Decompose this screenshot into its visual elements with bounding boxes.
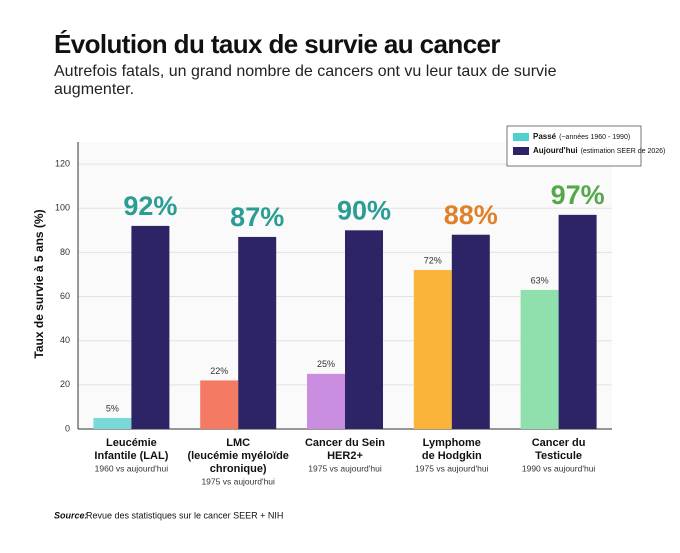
bar (200, 380, 239, 429)
x-tick-label: Cancer du (532, 437, 586, 449)
value-label: 63% (531, 275, 549, 285)
bar (131, 225, 170, 429)
legend-name: Passé (533, 132, 557, 141)
bar (520, 289, 559, 429)
x-tick-label: chronique) (210, 463, 267, 475)
value-label: 92% (123, 191, 177, 221)
bar (345, 230, 383, 429)
legend-note: (~années 1960 - 1990) (559, 134, 630, 141)
value-label: 97% (551, 180, 605, 210)
category-note: 1975 vs aujourd'hui (308, 463, 382, 473)
chart-title: Évolution du taux de survie au cancer (54, 29, 500, 59)
bar (558, 214, 597, 429)
bar (238, 236, 277, 429)
category-note: 1960 vs aujourd'hui (95, 463, 169, 473)
x-tick-label: de Hodgkin (422, 450, 482, 462)
subtitle: Autrefois fatals, un grand nombre de can… (54, 63, 557, 80)
x-tick-label: Testicule (535, 450, 582, 462)
legend-swatch (513, 147, 529, 155)
y-tick-label: 0 (65, 423, 70, 433)
value-label: 90% (337, 195, 391, 225)
legend-note: (estimation SEER de 2026) (581, 148, 666, 155)
y-tick-label: 120 (55, 158, 70, 168)
bar (451, 234, 490, 429)
legend-swatch (513, 133, 529, 141)
value-label: 22% (210, 366, 228, 376)
value-label: 5% (106, 403, 119, 413)
y-tick-label: 80 (60, 247, 70, 257)
value-label: 25% (317, 359, 335, 369)
x-tick-label: Infantile (LAL) (94, 450, 168, 462)
legend-label: Aujourd'hui (estimation SEER de 2026) (533, 146, 665, 155)
legend-name: Aujourd'hui (533, 146, 578, 155)
x-tick-label: Leucémie (106, 437, 157, 449)
y-tick-label: 20 (60, 379, 70, 389)
bar (93, 417, 132, 429)
y-tick-label: 40 (60, 335, 70, 345)
category-note: 1975 vs aujourd'hui (415, 463, 489, 473)
y-tick-label: 100 (55, 203, 70, 213)
y-tick-label: 60 (60, 291, 70, 301)
source: Revue des statistiques sur le cancer SEE… (86, 510, 283, 520)
category-note: 1975 vs aujourd'hui (201, 476, 275, 486)
x-tick-label: (leucémie myéloïde (187, 450, 289, 462)
legend-label: Passé (~années 1960 - 1990) (533, 132, 630, 141)
y-axis-label: Taux de survie à 5 ans (%) (32, 209, 46, 358)
value-label: 87% (230, 202, 284, 232)
x-tick-label: LMC (226, 437, 250, 449)
x-tick-label: HER2+ (327, 450, 363, 462)
x-tick-label: Cancer du Sein (305, 437, 385, 449)
category-note: 1990 vs aujourd'hui (522, 463, 596, 473)
subtitle: augmenter. (54, 81, 134, 98)
value-label: 88% (444, 200, 498, 230)
legend-box (506, 125, 642, 167)
x-tick-label: Lymphome (423, 437, 481, 449)
value-label: 72% (424, 255, 442, 265)
bar (307, 373, 345, 429)
bar (413, 270, 452, 429)
source-label: Source: (54, 510, 88, 520)
